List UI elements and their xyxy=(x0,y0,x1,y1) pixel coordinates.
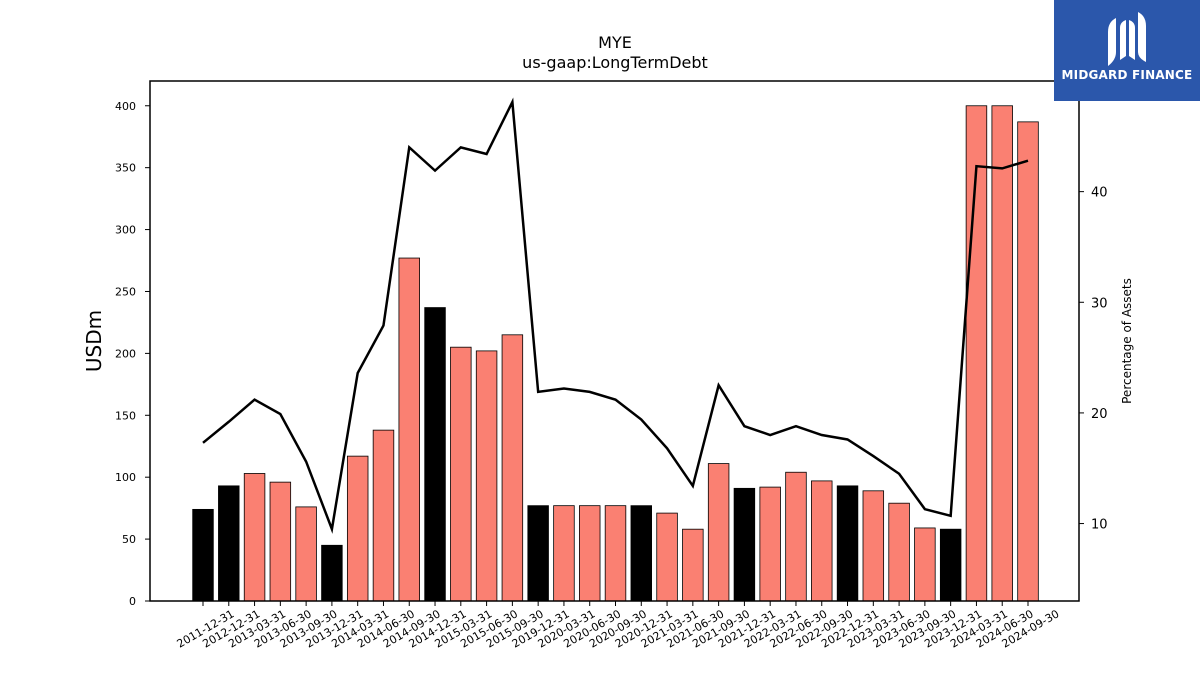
bar xyxy=(811,480,833,602)
y-tick-label: 400 xyxy=(115,100,136,113)
y-tick-label: 100 xyxy=(115,471,136,484)
bar xyxy=(346,455,369,602)
y2-tick-label: 40 xyxy=(1091,186,1108,201)
y2-axis: 10 20 30 40 xyxy=(1079,186,1108,533)
chart-subtitle: us-gaap:LongTermDebt xyxy=(522,53,708,72)
y2-tick-label: 30 xyxy=(1091,296,1108,311)
bar xyxy=(888,502,910,602)
bar xyxy=(579,505,601,602)
logo-mark-icon xyxy=(1108,12,1146,66)
brand-logo: MIDGARD FINANCE xyxy=(1054,0,1200,101)
bar xyxy=(682,528,704,602)
y2-axis-label: Percentage of Assets xyxy=(1120,278,1134,404)
logo-text: MIDGARD FINANCE xyxy=(1061,68,1193,82)
y-tick-label: 200 xyxy=(115,347,136,360)
bar xyxy=(269,481,292,602)
y-tick-label: 350 xyxy=(115,162,136,175)
bar xyxy=(759,486,781,602)
y2-tick-label: 10 xyxy=(1091,518,1108,533)
y-tick-label: 150 xyxy=(115,409,136,422)
bar xyxy=(450,346,472,602)
bar xyxy=(372,429,395,602)
y-tick-label: 50 xyxy=(122,533,136,546)
bar xyxy=(656,512,678,602)
bar xyxy=(475,350,498,602)
bar xyxy=(192,508,214,602)
bar xyxy=(604,505,627,602)
x-axis: 2011-12-312012-12-312013-03-312013-06-30… xyxy=(175,601,1062,651)
line-layer xyxy=(202,97,1029,534)
bar xyxy=(218,485,240,602)
bar xyxy=(836,485,859,602)
bar xyxy=(501,334,524,602)
y-tick-label: 250 xyxy=(115,285,136,298)
bar xyxy=(553,505,575,602)
bar xyxy=(733,487,756,602)
y-tick-label: 300 xyxy=(115,224,136,237)
bar xyxy=(398,257,420,602)
y-axis-label: USDm xyxy=(82,310,106,372)
bar xyxy=(707,463,730,602)
bar xyxy=(914,527,936,602)
bar xyxy=(862,490,885,602)
bar xyxy=(527,505,549,602)
bar xyxy=(630,505,652,602)
bar xyxy=(991,105,1013,602)
bar xyxy=(295,506,317,602)
bars-layer xyxy=(192,105,1039,602)
bar xyxy=(321,544,343,602)
bar xyxy=(1017,121,1039,602)
chart-title: MYE xyxy=(598,33,632,52)
bar xyxy=(939,528,962,602)
y2-tick-label: 20 xyxy=(1091,407,1108,422)
bar xyxy=(785,471,807,602)
plot-frame xyxy=(149,80,1080,602)
series-line xyxy=(202,97,1029,534)
bar xyxy=(424,307,446,602)
y-tick-label: 0 xyxy=(129,595,136,608)
bar xyxy=(243,473,266,602)
y-axis: 0 50 100 150 200 250 300 350 400 xyxy=(115,100,150,608)
